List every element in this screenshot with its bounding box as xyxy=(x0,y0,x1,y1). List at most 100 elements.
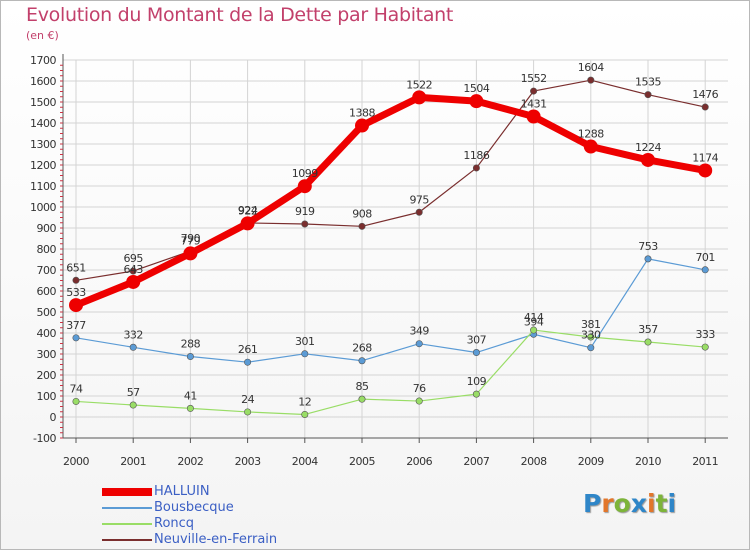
data-label: 1522 xyxy=(406,78,432,91)
data-label: 975 xyxy=(409,193,429,206)
data-label: 261 xyxy=(238,343,258,356)
data-point xyxy=(183,246,198,261)
y-tick-label: 800 xyxy=(37,243,57,256)
data-label: 1476 xyxy=(692,88,718,101)
data-point xyxy=(530,87,538,95)
y-tick-label: -100 xyxy=(33,432,56,445)
legend-label: Bousbecque xyxy=(154,500,234,515)
y-tick-label: 200 xyxy=(37,369,57,382)
y-tick-label: 0 xyxy=(50,411,57,424)
data-point xyxy=(301,220,309,228)
data-point xyxy=(240,216,255,231)
data-label: 533 xyxy=(66,286,86,299)
data-label: 1186 xyxy=(463,149,489,162)
legend-label: Roncq xyxy=(154,516,195,531)
data-label: 357 xyxy=(638,323,658,336)
data-point xyxy=(415,397,423,405)
data-point xyxy=(701,266,709,274)
proxiti-logo: Proxiti xyxy=(583,489,677,518)
data-point xyxy=(641,152,655,167)
data-point xyxy=(583,139,598,154)
data-label: 753 xyxy=(638,240,658,253)
data-point xyxy=(644,338,652,346)
data-point xyxy=(72,334,80,342)
data-point xyxy=(72,397,80,405)
data-label: 307 xyxy=(467,334,487,347)
data-point xyxy=(472,390,480,398)
x-tick-label: 2011 xyxy=(692,455,718,468)
data-label: 330 xyxy=(581,329,601,342)
x-tick-label: 2006 xyxy=(406,455,432,468)
x-tick-label: 2007 xyxy=(463,455,489,468)
y-tick-label: 1400 xyxy=(30,117,56,130)
x-tick-label: 2010 xyxy=(635,455,661,468)
data-label: 643 xyxy=(123,263,143,276)
grid-layer xyxy=(63,59,728,439)
y-tick-label: 400 xyxy=(37,327,57,340)
data-label: 695 xyxy=(123,252,143,265)
data-point xyxy=(129,343,137,351)
y-tick-label: 1000 xyxy=(30,201,56,214)
y-tick-label: 1200 xyxy=(30,159,56,172)
data-label: 377 xyxy=(66,319,86,332)
y-tick-label: 500 xyxy=(37,306,57,319)
data-point xyxy=(698,163,713,178)
series-line xyxy=(75,329,706,416)
y-tick-label: 1100 xyxy=(30,180,56,193)
data-label: 41 xyxy=(184,389,197,402)
y-tick-label: 100 xyxy=(37,390,57,403)
data-label: 1288 xyxy=(578,128,604,141)
y-tick-label: 1600 xyxy=(30,75,56,88)
data-point xyxy=(358,357,366,365)
x-tick-label: 2009 xyxy=(578,455,604,468)
data-label: 1604 xyxy=(578,61,604,74)
data-point xyxy=(72,276,80,284)
data-point xyxy=(701,343,709,351)
data-label: 1388 xyxy=(349,107,375,120)
data-label: 57 xyxy=(127,386,140,399)
data-label: 381 xyxy=(581,318,601,331)
data-label: 414 xyxy=(524,311,544,324)
data-point xyxy=(244,358,252,366)
legend-swatch xyxy=(102,507,152,509)
data-label: 76 xyxy=(413,382,426,395)
data-label: 394 xyxy=(524,315,544,328)
data-label: 109 xyxy=(467,375,487,388)
data-label: 288 xyxy=(181,338,201,351)
data-point xyxy=(412,90,427,105)
data-label: 24 xyxy=(241,393,254,406)
x-tick-label: 2003 xyxy=(235,455,261,468)
data-point xyxy=(129,267,137,275)
data-point xyxy=(126,274,141,289)
data-label: 1431 xyxy=(521,97,547,110)
y-tick-label: 1700 xyxy=(30,54,56,67)
data-point xyxy=(186,353,194,361)
data-label: 1504 xyxy=(463,82,489,95)
axis-layer: -100 0 100 200 300 400 500 600 700 800 900 1000 1100… xyxy=(30,54,728,468)
data-label: 349 xyxy=(409,325,429,338)
data-label: 12 xyxy=(298,395,311,408)
data-point xyxy=(530,326,538,334)
legend-swatch xyxy=(102,488,152,496)
data-point xyxy=(415,340,423,348)
data-label: 268 xyxy=(352,342,372,355)
y-tick-label: 1500 xyxy=(30,96,56,109)
data-label: 1535 xyxy=(635,76,661,89)
data-label: 701 xyxy=(695,251,715,264)
data-point xyxy=(469,94,484,109)
data-point xyxy=(358,222,366,230)
data-point xyxy=(69,298,83,313)
data-point xyxy=(186,404,194,412)
data-point xyxy=(358,395,366,403)
legend-swatch xyxy=(102,539,152,541)
data-label: 85 xyxy=(356,380,369,393)
data-point xyxy=(355,118,369,133)
series-line xyxy=(74,93,706,309)
x-tick-label: 2002 xyxy=(177,455,203,468)
y-tick-label: 1300 xyxy=(30,138,56,151)
data-point xyxy=(472,349,480,357)
legend-label: Neuville-en-Ferrain xyxy=(154,532,278,547)
